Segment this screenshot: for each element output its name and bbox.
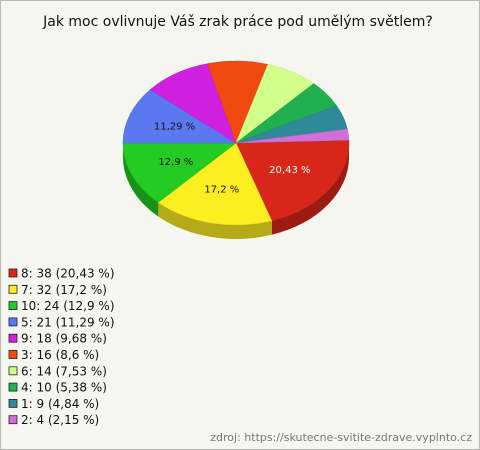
legend-swatch [8,398,18,408]
legend-swatch [8,350,18,359]
slice-label: 12,9 % [158,157,193,168]
legend-swatch [8,333,18,343]
legend-swatch [8,284,18,294]
slice-side [158,202,272,239]
legend-swatch [8,415,18,425]
legend-swatch [8,317,18,327]
legend-label: 3: 16 (8,6 %) [21,348,99,362]
slice-side [271,143,349,235]
chart-title: Jak moc ovlivnuje Váš zrak práce pod umě… [42,14,433,30]
legend-swatch [8,382,18,392]
slice-label: 20,43 % [269,165,310,176]
source: zdroj: https://skutecne-svitite-zdrave.v… [210,431,472,444]
legend-label: 8: 38 (20,43 %) [21,267,115,281]
legend-swatch [8,301,18,311]
legend-label: 7: 32 (17,2 %) [21,283,107,297]
slice-label: 17,2 % [204,184,239,195]
legend-swatch [8,366,18,376]
slice [122,89,237,144]
slice [122,142,237,203]
pie-tops [122,60,350,226]
slice-side [123,143,159,217]
legend-label: 10: 24 (12,9 %) [21,299,115,313]
legend-label: 1: 9 (4,84 %) [21,397,99,411]
slice [235,128,350,144]
legend-label: 9: 18 (9,68 %) [21,332,107,346]
legend-label: 5: 21 (11,29 %) [21,315,115,329]
legend-swatch [8,268,18,278]
pie-labels: 20,43 % 17,2 % 12,9 % 11,29 % [154,122,311,196]
legend-label: 4: 10 (5,38 %) [21,381,107,395]
slice [157,142,273,226]
slice [235,139,350,222]
slice-label: 11,29 % [154,122,195,133]
legend-label: 2: 4 (2,15 %) [21,413,99,427]
legend-label: 6: 14 (7,53 %) [21,364,107,378]
